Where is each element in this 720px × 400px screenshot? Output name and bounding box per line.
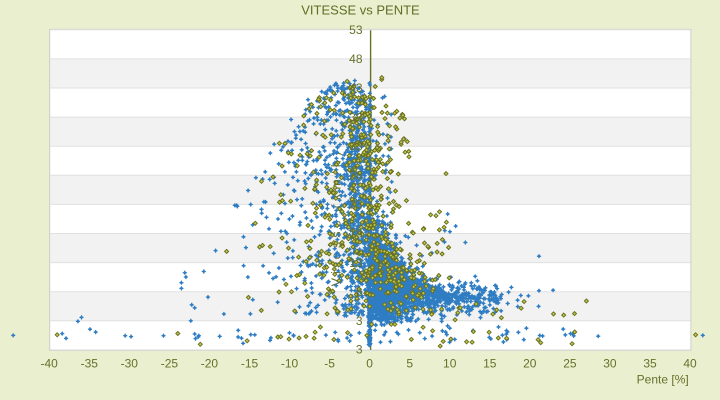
svg-text:-10: -10 [281, 356, 299, 370]
svg-text:38: 38 [349, 110, 363, 124]
svg-text:0: 0 [366, 356, 373, 370]
svg-text:13: 13 [349, 256, 363, 270]
svg-text:25: 25 [563, 356, 577, 370]
svg-text:-25: -25 [161, 356, 179, 370]
svg-text:5: 5 [406, 356, 413, 370]
svg-text:10: 10 [443, 356, 457, 370]
svg-text:23: 23 [349, 198, 363, 212]
svg-text:-30: -30 [121, 356, 139, 370]
svg-text:-20: -20 [201, 356, 219, 370]
svg-text:-5: -5 [324, 356, 335, 370]
svg-text:-15: -15 [241, 356, 259, 370]
svg-text:8: 8 [356, 285, 363, 299]
svg-text:40: 40 [683, 356, 697, 370]
svg-text:30: 30 [603, 356, 617, 370]
svg-text:20: 20 [523, 356, 537, 370]
svg-text:43: 43 [349, 81, 363, 95]
svg-text:53: 53 [349, 23, 363, 37]
svg-text:-40: -40 [41, 356, 59, 370]
svg-text:48: 48 [349, 52, 363, 66]
svg-text:-35: -35 [81, 356, 99, 370]
svg-text:18: 18 [349, 227, 363, 241]
svg-text:VITESSE vs PENTE: VITESSE vs PENTE [301, 3, 420, 18]
svg-text:28: 28 [349, 169, 363, 183]
svg-text:Pente [%]: Pente [%] [637, 373, 689, 387]
svg-text:15: 15 [483, 356, 497, 370]
svg-text:3: 3 [356, 314, 363, 328]
svg-text:3: 3 [356, 343, 363, 357]
svg-text:35: 35 [643, 356, 657, 370]
svg-text:33: 33 [349, 139, 363, 153]
